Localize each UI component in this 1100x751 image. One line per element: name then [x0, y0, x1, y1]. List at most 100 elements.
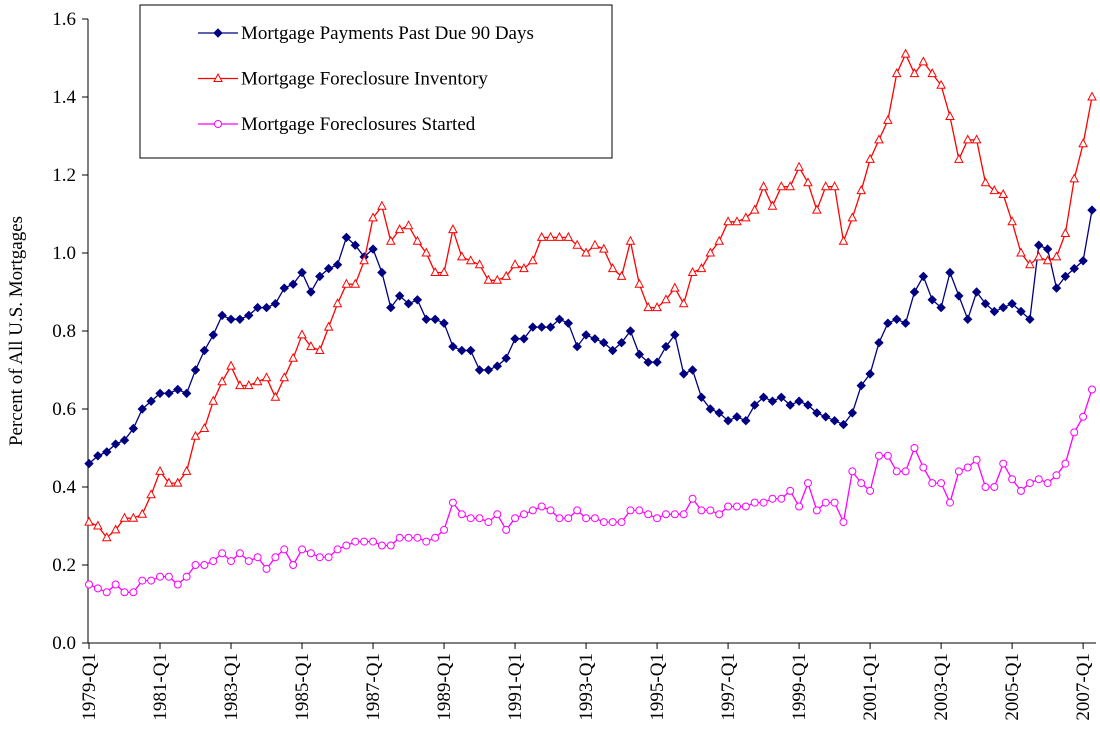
data-point [971, 287, 982, 297]
data-point [901, 467, 910, 476]
data-point [564, 514, 573, 523]
y-tick-label: 0.4 [52, 477, 76, 498]
y-tick-label: 0.8 [52, 321, 76, 342]
data-point [856, 185, 867, 195]
data-point [990, 483, 999, 491]
x-tick-label: 2003-Q1 [931, 653, 952, 721]
data-point [554, 314, 565, 325]
data-point [270, 298, 281, 309]
data-point [767, 200, 778, 210]
data-point [669, 282, 680, 292]
data-point [341, 232, 352, 243]
data-point [1069, 173, 1080, 183]
data-point [883, 114, 893, 124]
data-point [537, 502, 546, 511]
data-point [412, 235, 423, 245]
data-point [847, 408, 858, 418]
data-point [706, 506, 715, 515]
data-point [634, 349, 645, 360]
data-point [164, 572, 173, 581]
data-point [1060, 227, 1071, 237]
data-point [732, 216, 742, 226]
data-point [989, 306, 1000, 317]
data-point [581, 330, 591, 340]
data-point [626, 506, 635, 515]
y-axis-label: Percent of All U.S. Mortgages [6, 216, 27, 446]
data-point [511, 514, 520, 523]
data-point [803, 479, 812, 488]
data-point [483, 365, 494, 375]
data-point [1043, 479, 1052, 488]
data-point [777, 494, 786, 503]
data-point [85, 580, 93, 589]
data-point [768, 494, 777, 503]
data-point [839, 518, 848, 527]
data-point [652, 302, 662, 312]
data-point [892, 314, 902, 325]
data-point [369, 537, 378, 546]
data-point [927, 68, 938, 78]
data-point [678, 369, 689, 379]
x-tick-label: 2007-Q1 [1073, 653, 1094, 721]
data-point [1079, 412, 1088, 421]
legend-label: Mortgage Foreclosures Started [241, 114, 476, 135]
data-point [501, 270, 512, 280]
y-tick-label: 1.6 [52, 9, 76, 30]
data-point [324, 553, 333, 562]
data-point [910, 444, 919, 452]
data-point [93, 584, 102, 593]
data-point [936, 79, 946, 89]
data-point [341, 278, 352, 288]
x-tick-label: 2001-Q1 [860, 653, 881, 721]
data-point [368, 212, 378, 222]
data-point [359, 255, 369, 265]
data-point [634, 278, 645, 288]
data-point [448, 498, 457, 507]
data-point [492, 274, 503, 284]
data-point [590, 334, 600, 344]
data-point [963, 463, 972, 472]
data-point [288, 352, 298, 362]
data-point [572, 239, 583, 249]
data-point [635, 506, 644, 515]
data-point [989, 185, 1000, 195]
data-point [883, 318, 893, 328]
data-point [741, 415, 751, 426]
data-point [866, 486, 875, 495]
data-point [510, 259, 520, 269]
data-point [599, 337, 609, 348]
data-point [351, 537, 360, 546]
data-point [821, 498, 830, 507]
data-point [519, 263, 529, 273]
data-point [892, 467, 901, 476]
data-point [1016, 247, 1026, 257]
data-point [394, 291, 405, 301]
data-point [803, 400, 813, 410]
data-point [1061, 459, 1070, 468]
data-point [865, 153, 875, 163]
data-point [652, 357, 662, 367]
data-point [972, 455, 981, 464]
data-point [598, 243, 609, 253]
data-point [536, 231, 547, 241]
data-point [723, 216, 733, 226]
data-point [323, 263, 334, 274]
data-point [1078, 138, 1088, 148]
y-tick-label: 0.0 [52, 633, 76, 654]
data-point [980, 177, 991, 187]
data-point [759, 498, 768, 507]
data-point [137, 404, 147, 414]
data-point [705, 247, 716, 257]
data-point [217, 376, 227, 386]
data-point [785, 400, 795, 410]
legend-marker [214, 120, 222, 128]
data-point [794, 396, 804, 406]
x-tick-label: 1983-Q1 [221, 653, 242, 721]
data-point [786, 486, 795, 495]
data-point [670, 330, 680, 340]
data-point [963, 314, 973, 325]
data-point [395, 533, 404, 542]
data-point [110, 524, 121, 534]
data-point [945, 267, 955, 278]
data-point [218, 549, 227, 558]
